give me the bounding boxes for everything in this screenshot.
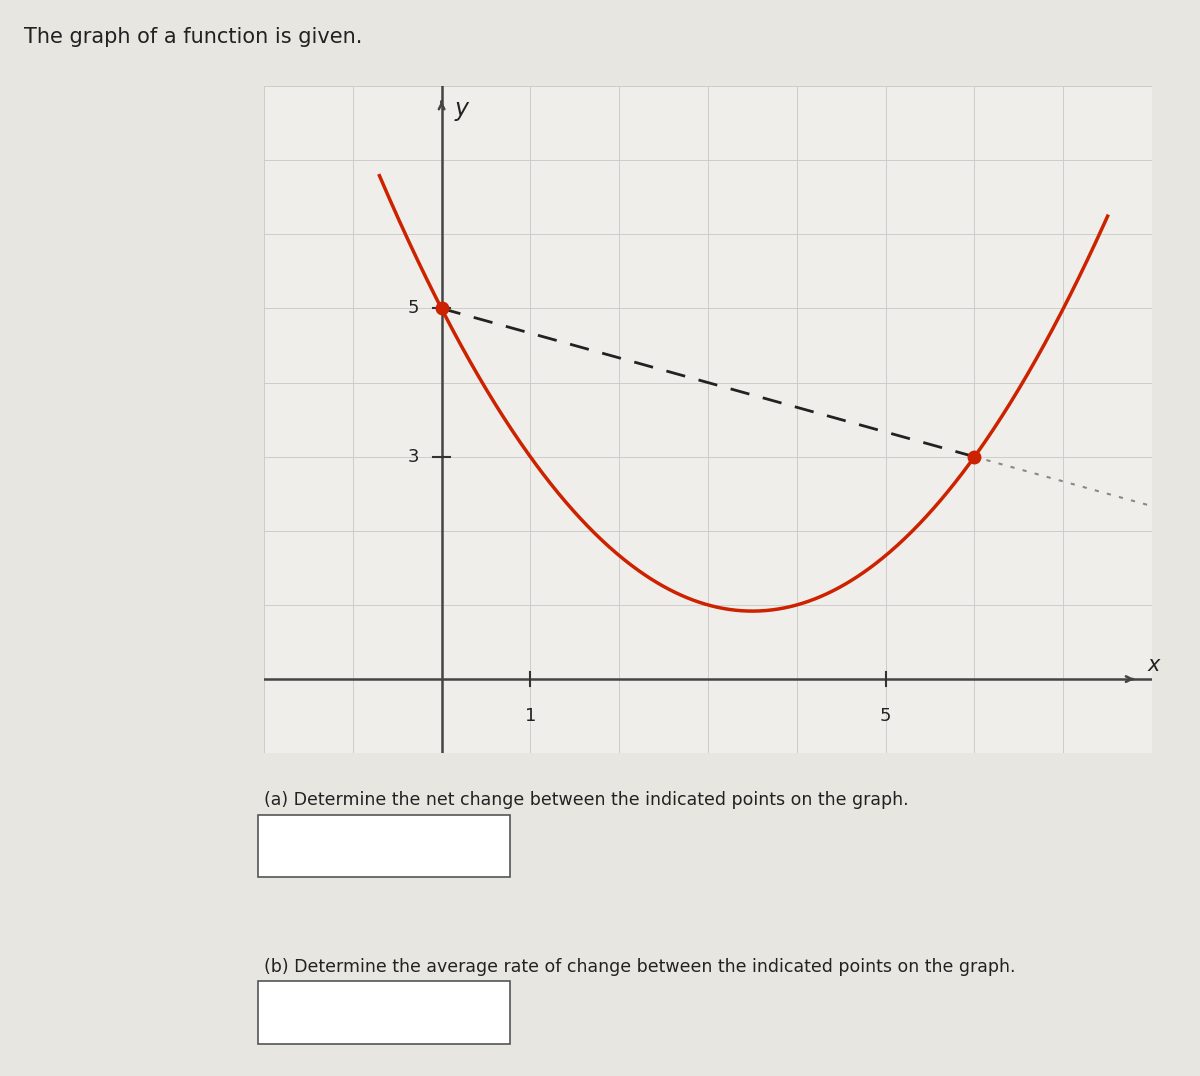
Text: y: y <box>455 97 469 122</box>
Text: 5: 5 <box>408 299 420 317</box>
Text: 3: 3 <box>408 448 420 466</box>
Text: (b) Determine the average rate of change between the indicated points on the gra: (b) Determine the average rate of change… <box>264 958 1015 976</box>
Text: 1: 1 <box>524 707 536 725</box>
Text: (a) Determine the net change between the indicated points on the graph.: (a) Determine the net change between the… <box>264 791 908 809</box>
Text: 5: 5 <box>880 707 892 725</box>
Text: The graph of a function is given.: The graph of a function is given. <box>24 27 362 47</box>
Text: x: x <box>1147 655 1160 676</box>
